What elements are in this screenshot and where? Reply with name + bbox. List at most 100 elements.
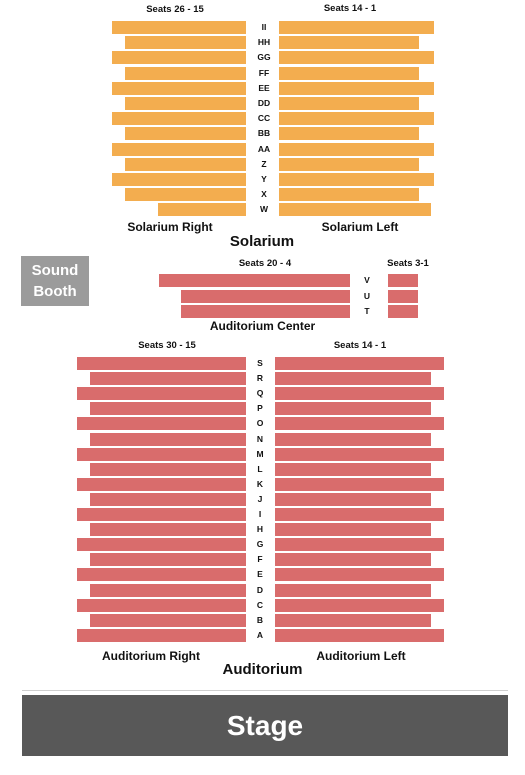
row-label: Y	[261, 174, 267, 184]
seat-row-ii-left-block[interactable]	[279, 21, 434, 34]
auditorium-left-seats-header: Seats 30 - 15	[138, 340, 196, 351]
row-label: L	[257, 463, 263, 474]
seat-row-d-right-block[interactable]	[90, 583, 246, 597]
seat-row-gg-right-block[interactable]	[112, 51, 246, 65]
row-label: R	[256, 373, 264, 384]
seat-row-a-left-block[interactable]	[275, 628, 444, 642]
seat-row-ii-right-block[interactable]	[112, 21, 246, 34]
row-label: Z	[261, 158, 267, 169]
seat-row-q-left-block[interactable]	[275, 387, 444, 401]
seat-row-s-right-block[interactable]	[77, 357, 246, 370]
auditorium-center-right-seats-header: Seats 3-1	[387, 258, 429, 269]
auditorium-center-left-seats-header: Seats 20 - 4	[238, 258, 292, 269]
seat-row-x-right-block[interactable]	[125, 188, 246, 202]
seat-row-h-left-block[interactable]	[275, 523, 431, 537]
row-label: T	[364, 306, 370, 316]
seat-row-i-right-block[interactable]	[77, 508, 246, 521]
seat-row-c-left-block[interactable]	[275, 598, 444, 612]
seat-row-dd-left-block[interactable]	[279, 97, 419, 110]
seat-row-r-left-block[interactable]	[275, 372, 431, 386]
seat-row-cc-left-block[interactable]	[279, 112, 434, 126]
seat-row-b-left-block[interactable]	[275, 613, 431, 627]
seat-row-u-side-block[interactable]	[388, 289, 418, 303]
seat-row-b-right-block[interactable]	[90, 613, 246, 627]
seat-row-ff-left-block[interactable]	[279, 66, 419, 80]
seat-row-hh-right-block[interactable]	[125, 36, 246, 50]
seat-row-z-right-block[interactable]	[125, 157, 246, 171]
seat-row-j-right-block[interactable]	[90, 492, 246, 506]
seat-row-c-right-block[interactable]	[77, 598, 246, 612]
row-label: D	[256, 584, 264, 595]
auditorium-left-section-name: Auditorium Left	[316, 649, 406, 663]
seat-row-bb-left-block[interactable]	[279, 127, 419, 141]
seat-row-w-right-block[interactable]	[158, 203, 246, 217]
seat-row-m-right-block[interactable]	[77, 447, 246, 461]
row-label: M	[256, 448, 264, 459]
seat-row-u-center-block[interactable]	[181, 289, 350, 303]
seat-row-q-right-block[interactable]	[77, 387, 246, 401]
row-label: B	[256, 614, 264, 625]
seat-row-gg-left-block[interactable]	[279, 51, 434, 65]
solarium-right-section-name: Solarium Right	[127, 220, 213, 234]
seat-row-o-right-block[interactable]	[77, 417, 246, 431]
row-label: A	[256, 629, 264, 640]
solarium-right-seats-header: Seats 14 - 1	[323, 3, 377, 14]
seat-row-j-left-block[interactable]	[275, 492, 431, 506]
seat-row-dd-right-block[interactable]	[125, 97, 246, 110]
row-label: Q	[256, 388, 264, 399]
row-label: I	[258, 509, 262, 519]
seat-row-x-left-block[interactable]	[279, 188, 419, 202]
seat-row-t-side-block[interactable]	[388, 305, 418, 318]
seat-row-z-left-block[interactable]	[279, 157, 419, 171]
row-label: W	[259, 204, 269, 215]
seat-row-m-left-block[interactable]	[275, 447, 444, 461]
seat-row-bb-right-block[interactable]	[125, 127, 246, 141]
seat-row-i-left-block[interactable]	[275, 508, 444, 521]
seat-row-l-left-block[interactable]	[275, 462, 431, 476]
row-label: DD	[257, 98, 271, 108]
seat-row-t-center-block[interactable]	[181, 305, 350, 318]
seat-row-hh-left-block[interactable]	[279, 36, 419, 50]
seat-row-ee-right-block[interactable]	[112, 81, 246, 95]
seat-row-aa-right-block[interactable]	[112, 142, 246, 156]
seat-row-e-right-block[interactable]	[77, 568, 246, 582]
seat-row-p-right-block[interactable]	[90, 402, 246, 416]
seat-row-v-side-block[interactable]	[388, 274, 418, 287]
seat-row-r-right-block[interactable]	[90, 372, 246, 386]
sound-booth: Sound Booth	[21, 256, 89, 306]
solarium-left-section-name: Solarium Left	[321, 220, 399, 234]
seat-row-l-right-block[interactable]	[90, 462, 246, 476]
row-label: K	[256, 478, 264, 489]
seat-row-a-right-block[interactable]	[77, 628, 246, 642]
seat-row-y-right-block[interactable]	[112, 173, 246, 186]
auditorium-right-seats-header: Seats 14 - 1	[333, 340, 387, 351]
seat-row-n-left-block[interactable]	[275, 432, 431, 446]
row-label: AA	[257, 143, 271, 154]
seat-row-e-left-block[interactable]	[275, 568, 444, 582]
seat-row-s-left-block[interactable]	[275, 357, 444, 370]
auditorium-right-section-name: Auditorium Right	[102, 649, 200, 663]
seat-row-g-right-block[interactable]	[77, 538, 246, 552]
solarium-title: Solarium	[229, 233, 295, 250]
seat-row-w-left-block[interactable]	[279, 203, 431, 217]
seat-row-y-left-block[interactable]	[279, 173, 434, 186]
seat-row-k-right-block[interactable]	[77, 477, 246, 491]
seat-row-o-left-block[interactable]	[275, 417, 444, 431]
seat-row-ff-right-block[interactable]	[125, 66, 246, 80]
seat-row-v-center-block[interactable]	[159, 274, 350, 287]
seat-row-ee-left-block[interactable]	[279, 81, 434, 95]
seat-row-aa-left-block[interactable]	[279, 142, 434, 156]
seat-row-f-right-block[interactable]	[90, 553, 246, 567]
seat-row-n-right-block[interactable]	[90, 432, 246, 446]
row-label: F	[257, 554, 263, 565]
row-label: N	[256, 433, 264, 444]
row-label: P	[257, 403, 263, 414]
auditorium-center-name: Auditorium Center	[209, 319, 316, 333]
seat-row-f-left-block[interactable]	[275, 553, 431, 567]
seat-row-cc-right-block[interactable]	[112, 112, 246, 126]
seat-row-g-left-block[interactable]	[275, 538, 444, 552]
seat-row-d-left-block[interactable]	[275, 583, 431, 597]
seat-row-h-right-block[interactable]	[90, 523, 246, 537]
seat-row-p-left-block[interactable]	[275, 402, 431, 416]
seat-row-k-left-block[interactable]	[275, 477, 444, 491]
